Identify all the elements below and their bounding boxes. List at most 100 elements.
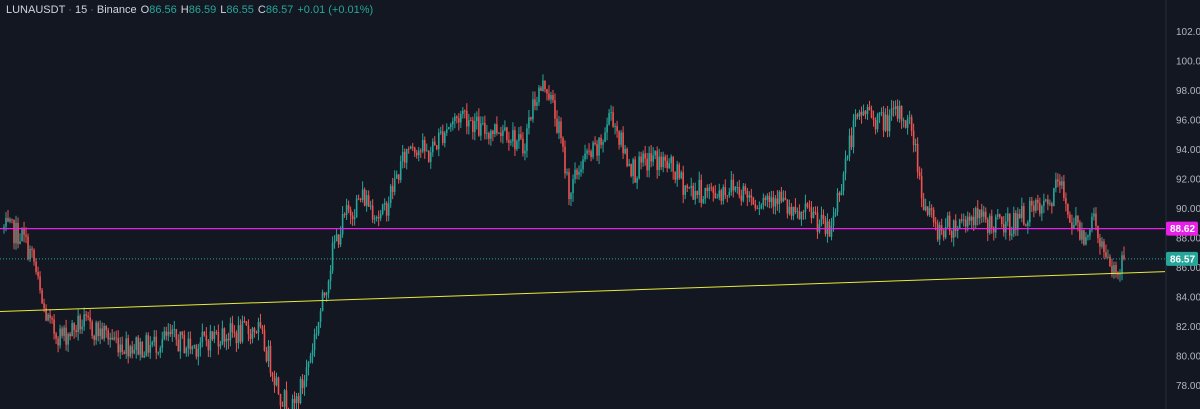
candle-body: [137, 337, 140, 355]
candle-body: [962, 219, 965, 221]
candle-body: [19, 241, 21, 244]
candle-body: [369, 205, 372, 207]
candle-body: [385, 203, 388, 216]
candle-body: [93, 335, 95, 340]
candle-body: [920, 176, 923, 199]
candle-body: [95, 322, 97, 340]
candle-body: [439, 131, 442, 133]
candle-body: [357, 198, 360, 200]
candle-body: [610, 112, 612, 113]
candle-body: [902, 120, 905, 122]
candle-body: [187, 338, 190, 349]
candle-body: [492, 130, 494, 135]
candle-body: [1029, 200, 1031, 223]
candle-body: [1089, 229, 1091, 236]
candle-body: [992, 227, 995, 233]
candle-body: [197, 348, 200, 357]
candle-body: [359, 199, 362, 200]
drawing-overlays: [0, 227, 1166, 312]
candle-body: [431, 141, 434, 153]
trend-line[interactable]: [0, 271, 1166, 312]
candle-body: [193, 345, 196, 347]
candle-body: [686, 185, 689, 188]
candle-body: [305, 367, 308, 381]
candle-body: [295, 396, 298, 404]
candle-body: [472, 120, 474, 133]
candle-body: [724, 186, 727, 196]
candle-body: [548, 93, 550, 100]
candle-body: [235, 332, 238, 344]
candle-body: [924, 206, 927, 211]
candle-body: [680, 172, 683, 179]
candle-body: [1065, 198, 1067, 204]
candle-body: [309, 355, 312, 363]
candle-body: [550, 95, 552, 100]
price-tick-label: 90.00: [1176, 204, 1200, 215]
candle-body: [676, 164, 678, 180]
candle-body: [980, 209, 983, 217]
candle-body: [215, 332, 218, 333]
candle-body: [768, 195, 771, 202]
candle-body: [618, 131, 620, 145]
candle-body: [546, 89, 548, 94]
interval-label[interactable]: 15: [74, 4, 88, 16]
candle-body: [1111, 265, 1113, 275]
candle-body: [984, 211, 987, 220]
candle-body: [227, 338, 230, 341]
candle-body: [265, 350, 268, 362]
candle-body: [59, 328, 61, 346]
candle-body: [772, 197, 775, 207]
candle-body: [696, 191, 699, 195]
candle-body: [345, 205, 348, 216]
candle-body: [630, 164, 632, 177]
candle-body: [754, 204, 757, 209]
candle-body: [23, 228, 25, 235]
price-axis[interactable]: 76.0078.0080.0082.0084.0086.0088.0090.00…: [1165, 0, 1200, 409]
candle-body: [658, 156, 660, 171]
candle-body: [644, 153, 646, 159]
candle-body: [580, 169, 582, 172]
candle-body: [628, 164, 630, 166]
candle-body: [279, 394, 282, 406]
candle-body: [271, 372, 274, 377]
candle-body: [1099, 238, 1101, 247]
candle-body: [932, 209, 935, 223]
candle-body: [594, 142, 596, 145]
candlestick-series: [3, 74, 1125, 409]
candle-body: [716, 197, 719, 199]
candle-body: [1075, 215, 1077, 225]
symbol-name[interactable]: LUNAUSDT: [6, 4, 66, 16]
candle-body: [1083, 230, 1085, 245]
candle-body: [43, 303, 45, 309]
candle-body: [225, 338, 228, 342]
candle-body: [325, 293, 328, 296]
candle-body: [1113, 265, 1115, 275]
high-value: 86.59: [188, 4, 217, 16]
candle-body: [868, 106, 871, 111]
candle-body: [1061, 181, 1063, 186]
candle-body: [878, 112, 881, 115]
candle-body: [207, 340, 210, 351]
candle-body: [351, 215, 354, 220]
candle-body: [189, 338, 192, 350]
candle-body: [1023, 206, 1025, 225]
candle-body: [423, 140, 426, 152]
candle-body: [239, 325, 242, 342]
candle-body: [341, 214, 344, 235]
candle-body: [1053, 188, 1055, 207]
candle-body: [514, 130, 516, 150]
price-tick-label: 92.00: [1176, 174, 1200, 185]
candle-body: [928, 208, 931, 215]
candle-body: [872, 118, 875, 121]
candle-body: [678, 164, 681, 179]
candle-body: [484, 122, 486, 134]
candle-body: [83, 314, 85, 327]
candle-body: [57, 338, 59, 346]
candle-body: [315, 333, 318, 335]
candle-body: [848, 135, 851, 157]
candle-body: [808, 206, 811, 208]
candle-body: [247, 325, 250, 335]
candle-body: [978, 209, 981, 219]
